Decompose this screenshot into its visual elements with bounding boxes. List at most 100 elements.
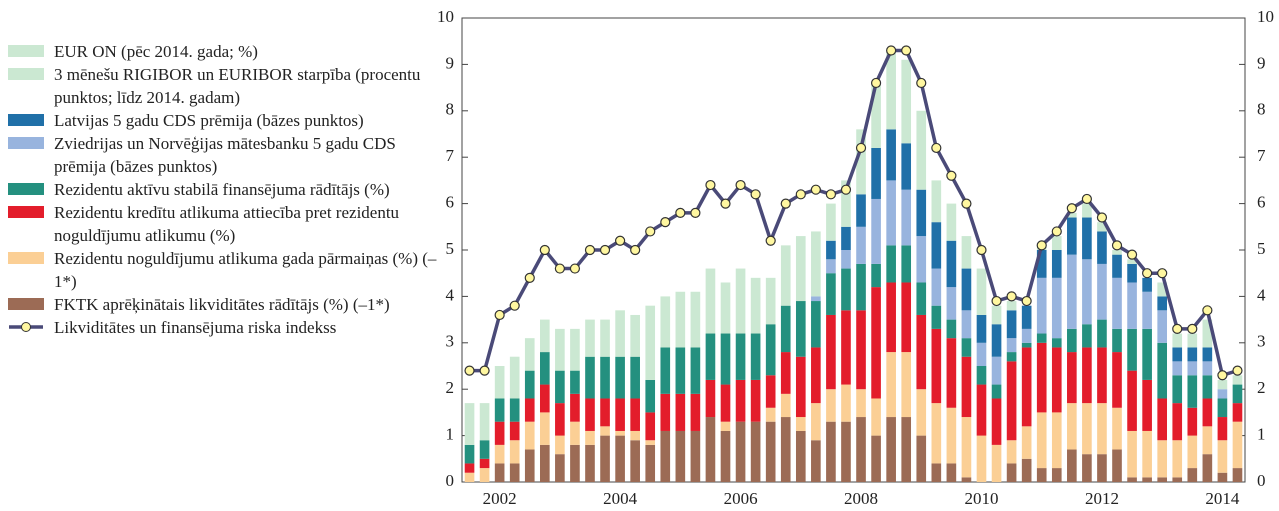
x-tick-label: 2002 bbox=[483, 489, 517, 508]
bar-segment bbox=[961, 477, 972, 482]
bar-segment bbox=[509, 398, 520, 422]
y-tick-label: 6 bbox=[446, 193, 455, 212]
y-tick-label: 8 bbox=[446, 100, 455, 119]
bar-segment bbox=[494, 366, 505, 399]
legend-item: 3 mēnešu RIGIBOR un EURIBOR starpība (pr… bbox=[8, 63, 440, 109]
index-marker bbox=[554, 263, 565, 274]
legend-label: Likviditātes un finansējuma riska indeks… bbox=[54, 318, 337, 337]
bar-segment bbox=[1187, 333, 1198, 348]
index-marker bbox=[524, 272, 535, 283]
index-marker bbox=[825, 189, 837, 200]
legend-swatch bbox=[8, 137, 44, 149]
bar-segment bbox=[991, 305, 1002, 325]
index-marker bbox=[810, 184, 821, 195]
bar-segment bbox=[585, 319, 595, 357]
bar-segment bbox=[886, 417, 896, 482]
bar-segment bbox=[1217, 379, 1228, 390]
bar-segment bbox=[991, 398, 1002, 445]
index-marker bbox=[840, 184, 852, 195]
bar-segment bbox=[856, 263, 866, 311]
bar-segment bbox=[1127, 430, 1137, 478]
bar-segment bbox=[509, 440, 520, 464]
index-marker bbox=[720, 198, 731, 209]
bar-segment bbox=[494, 444, 505, 464]
index-marker bbox=[1081, 193, 1092, 205]
bar-segment bbox=[570, 328, 580, 371]
y-tick-label: 4 bbox=[446, 285, 455, 304]
bar-segment bbox=[479, 440, 490, 459]
bar-segment bbox=[1157, 282, 1168, 297]
legend-swatch bbox=[8, 45, 44, 57]
bar-segment bbox=[916, 435, 927, 482]
x-tick-label: 2004 bbox=[603, 489, 638, 508]
index-marker bbox=[584, 244, 596, 256]
index-marker bbox=[855, 142, 867, 154]
index-line bbox=[469, 48, 1238, 378]
bar-segment bbox=[976, 366, 987, 385]
bar-segment bbox=[705, 379, 716, 418]
bar-segment bbox=[1051, 468, 1062, 482]
bar-segment bbox=[946, 407, 957, 464]
bar-segment bbox=[1067, 449, 1077, 482]
index-marker bbox=[1202, 305, 1213, 316]
bar-segment bbox=[1112, 352, 1122, 408]
y2-tick-label: 5 bbox=[1257, 239, 1266, 258]
bar-segment bbox=[1142, 277, 1152, 292]
bar-segment bbox=[871, 263, 881, 288]
bar-segment bbox=[1006, 338, 1017, 353]
legend-label: EUR ON (pēc 2014. gada; %) bbox=[54, 42, 258, 61]
bar-segment bbox=[841, 226, 851, 250]
bar-segment bbox=[1067, 328, 1077, 353]
x-tick-label: 2014 bbox=[1205, 489, 1240, 508]
bar-segment bbox=[1097, 222, 1107, 232]
bar-segment bbox=[720, 430, 731, 482]
bar-segment bbox=[509, 463, 520, 482]
bar-segment bbox=[901, 352, 912, 418]
bar-segment bbox=[1036, 333, 1047, 343]
bar-segment bbox=[479, 403, 490, 441]
bar-segment bbox=[1067, 352, 1077, 404]
x-tick-label: 2008 bbox=[844, 489, 878, 508]
bar-segment bbox=[780, 245, 791, 306]
bar-segment bbox=[1127, 370, 1137, 431]
bar-segment bbox=[600, 426, 610, 436]
bar-segment bbox=[826, 314, 836, 390]
bar-segment bbox=[1006, 352, 1017, 362]
bar-segment bbox=[1082, 347, 1092, 404]
bar-segment bbox=[886, 352, 896, 418]
bar-segment bbox=[1127, 263, 1137, 283]
legend-label: FKTK aprēķinātais likviditātes rādītājs … bbox=[54, 295, 390, 314]
bar-segment bbox=[720, 282, 731, 334]
bar-segment bbox=[961, 338, 972, 357]
index-marker bbox=[615, 235, 626, 246]
bar-segment bbox=[765, 375, 776, 408]
bar-segment bbox=[1217, 417, 1228, 441]
bar-segment bbox=[901, 143, 912, 190]
bar-segment bbox=[675, 291, 686, 348]
bar-segment bbox=[1142, 379, 1152, 431]
bar-segment bbox=[826, 389, 836, 422]
index-marker bbox=[690, 207, 701, 218]
bar-segment bbox=[931, 222, 942, 269]
bar-segment bbox=[1082, 217, 1092, 260]
index-marker bbox=[569, 263, 581, 274]
bar-segment bbox=[1187, 407, 1198, 436]
index-marker bbox=[870, 77, 882, 89]
bar-segment bbox=[1006, 301, 1017, 311]
bar-segment bbox=[1127, 282, 1137, 329]
bar-segment bbox=[1172, 347, 1183, 362]
bar-segment bbox=[615, 310, 625, 357]
bar-segment bbox=[750, 421, 761, 482]
y2-tick-label: 8 bbox=[1257, 100, 1266, 119]
legend-label: Zviedrijas un Norvēģijas mātesbanku 5 ga… bbox=[54, 134, 396, 176]
bar-segment bbox=[600, 319, 610, 357]
bar-segment bbox=[1142, 477, 1152, 482]
index-marker bbox=[494, 309, 505, 321]
bar-segment bbox=[931, 328, 942, 404]
bar-segment bbox=[539, 384, 550, 413]
legend-item: Likviditātes un finansējuma riska indeks… bbox=[8, 316, 440, 339]
bar-segment bbox=[720, 333, 731, 385]
bar-segment bbox=[494, 421, 505, 445]
bar-segment bbox=[1021, 328, 1032, 343]
index-marker bbox=[1187, 323, 1198, 334]
